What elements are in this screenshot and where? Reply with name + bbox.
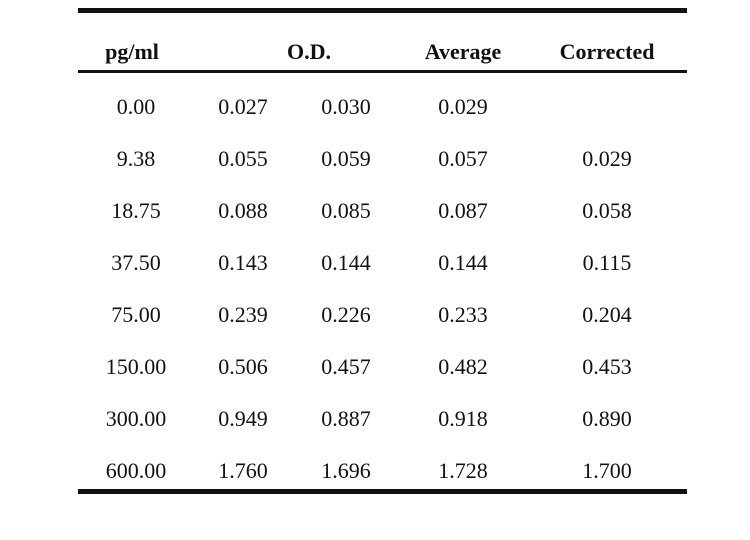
cell-od-1: 0.239 [218,302,268,327]
cell-conc: 0.00 [116,94,156,119]
table-body: 0.00 0.027 0.030 0.029 9.38 0.055 0.059 0.057 0.… [78,73,687,489]
cell-od-2: 1.696 [321,458,371,483]
cell-conc: 600.00 [105,458,167,483]
cell-corrected: 0.890 [582,406,632,431]
header-rule [78,70,687,73]
cell-conc: 18.75 [111,198,161,223]
cell-od-2: 0.030 [321,94,371,119]
cell-od-1: 1.760 [218,458,268,483]
cell-od-2: 0.144 [321,250,371,275]
top-rule [78,8,687,13]
cell-average: 0.029 [438,94,488,119]
table-row: 9.38 0.055 0.059 0.057 0.029 [78,125,687,177]
header-average: Average [424,39,502,64]
cell-corrected: 0.115 [582,250,632,275]
bottom-rule [78,489,687,494]
cell-corrected: 0.029 [582,146,632,171]
cell-od-2: 0.059 [321,146,371,171]
cell-conc: 75.00 [111,302,161,327]
cell-corrected: 1.700 [582,458,632,483]
cell-average: 1.728 [438,458,488,483]
cell-corrected: 0.204 [582,302,632,327]
cell-conc: 150.00 [105,354,167,379]
cell-od-2: 0.887 [321,406,371,431]
cell-average: 0.918 [438,406,488,431]
cell-average: 0.482 [438,354,488,379]
cell-corrected: 0.453 [582,354,632,379]
cell-average: 0.144 [438,250,488,275]
table-row: 18.75 0.088 0.085 0.087 0.058 [78,177,687,229]
cell-od-1: 0.055 [218,146,268,171]
header-od: O.D. [287,39,331,64]
cell-od-1: 0.027 [218,94,268,119]
cell-od-2: 0.457 [321,354,371,379]
header-corrected: Corrected [559,39,655,64]
cell-average: 0.233 [438,302,488,327]
cell-od-1: 0.143 [218,250,268,275]
cell-od-1: 0.506 [218,354,268,379]
cell-conc: 300.00 [105,406,167,431]
table-row: 0.00 0.027 0.030 0.029 [78,73,687,125]
table-row: 150.00 0.506 0.457 0.482 0.453 [78,333,687,385]
cell-conc: 37.50 [111,250,161,275]
table-row: 37.50 0.143 0.144 0.144 0.115 [78,229,687,281]
cell-average: 0.057 [438,146,488,171]
table-row: 75.00 0.239 0.226 0.233 0.204 [78,281,687,333]
cell-od-2: 0.085 [321,198,371,223]
header-row: pg/ml O.D. Average Corrected [78,13,687,70]
cell-od-1: 0.949 [218,406,268,431]
header-conc: pg/ml [105,39,159,64]
cell-average: 0.087 [438,198,488,223]
cell-od-2: 0.226 [321,302,371,327]
table-row: 600.00 1.760 1.696 1.728 1.700 [78,437,687,489]
standard-curve-table: pg/ml O.D. Average Corrected 0.00 0.027 0.… [78,8,687,494]
cell-od-1: 0.088 [218,198,268,223]
cell-corrected: 0.058 [582,198,632,223]
cell-conc: 9.38 [116,146,156,171]
table-row: 300.00 0.949 0.887 0.918 0.890 [78,385,687,437]
